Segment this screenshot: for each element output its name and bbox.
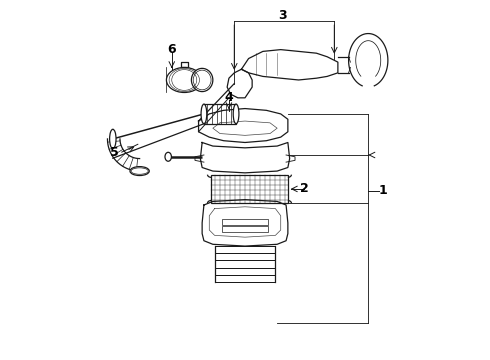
Text: 2: 2 xyxy=(299,183,308,195)
Ellipse shape xyxy=(130,167,149,176)
Ellipse shape xyxy=(192,68,213,91)
Text: 3: 3 xyxy=(278,9,287,22)
Bar xyxy=(204,104,236,124)
Polygon shape xyxy=(202,200,288,246)
Ellipse shape xyxy=(167,67,202,93)
Polygon shape xyxy=(107,139,140,171)
Text: 4: 4 xyxy=(224,91,233,104)
Ellipse shape xyxy=(110,129,116,149)
Polygon shape xyxy=(200,143,290,173)
Bar xyxy=(222,219,268,225)
Text: 5: 5 xyxy=(110,146,119,159)
Polygon shape xyxy=(198,109,288,143)
Text: 1: 1 xyxy=(378,184,387,197)
Ellipse shape xyxy=(165,152,172,161)
Polygon shape xyxy=(227,69,252,98)
Ellipse shape xyxy=(201,104,207,124)
Bar xyxy=(211,175,288,203)
Text: 6: 6 xyxy=(168,43,176,56)
Ellipse shape xyxy=(233,104,239,124)
Polygon shape xyxy=(242,50,338,80)
Bar xyxy=(222,226,268,232)
